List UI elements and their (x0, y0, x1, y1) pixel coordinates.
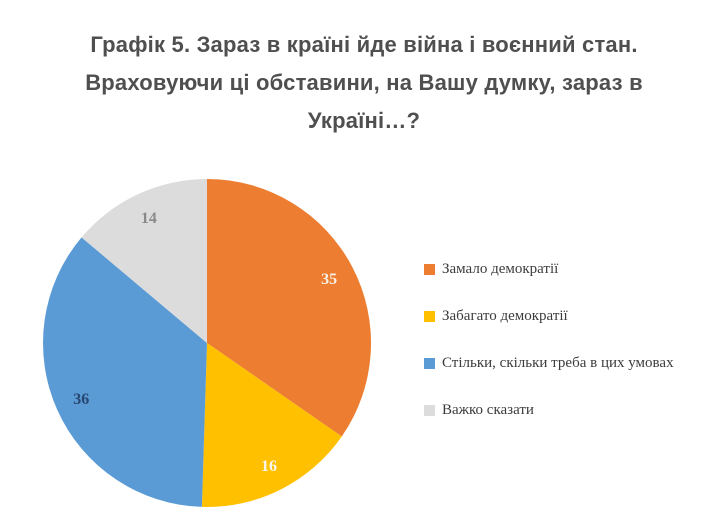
legend-item-vazhko: Важко сказати (424, 387, 714, 434)
legend: Замало демократії Забагато демократії Ст… (424, 246, 714, 434)
pie-slice-value-4: 14 (141, 210, 157, 227)
legend-swatch-blue-icon (424, 358, 435, 369)
legend-label: Стільки, скільки треба в цих умовах (442, 355, 674, 371)
legend-item-zamalo: Замало демократії (424, 246, 714, 293)
chart-title-line-2: Враховуючи ці обставини, на Вашу думку, … (85, 70, 643, 95)
legend-label: Замало демократії (442, 261, 559, 277)
pie-slice-value-1: 35 (321, 271, 337, 288)
legend-swatch-gray-icon (424, 405, 435, 416)
pie-slice-4 (81, 179, 207, 343)
chart-title-line-3: Україні…? (307, 108, 421, 133)
pie-slice-1 (207, 179, 372, 437)
chart-title-line-1: Графік 5. Зараз в країні йде війна і воє… (90, 32, 638, 57)
chart-title: Графік 5. Зараз в країні йде війна і воє… (19, 26, 709, 140)
legend-swatch-orange-icon (424, 264, 435, 275)
legend-swatch-yellow-icon (424, 311, 435, 322)
legend-item-zabagato: Забагато демократії (424, 293, 714, 340)
legend-item-stilky: Стільки, скільки треба в цих умовах (424, 340, 714, 387)
legend-label: Забагато демократії (442, 308, 568, 324)
legend-label: Важко сказати (442, 402, 534, 418)
pie-slice-value-2: 16 (261, 458, 277, 475)
pie-slice-value-3: 36 (73, 391, 89, 408)
pie-slice-3 (43, 237, 207, 507)
pie-slice-2 (201, 343, 342, 507)
